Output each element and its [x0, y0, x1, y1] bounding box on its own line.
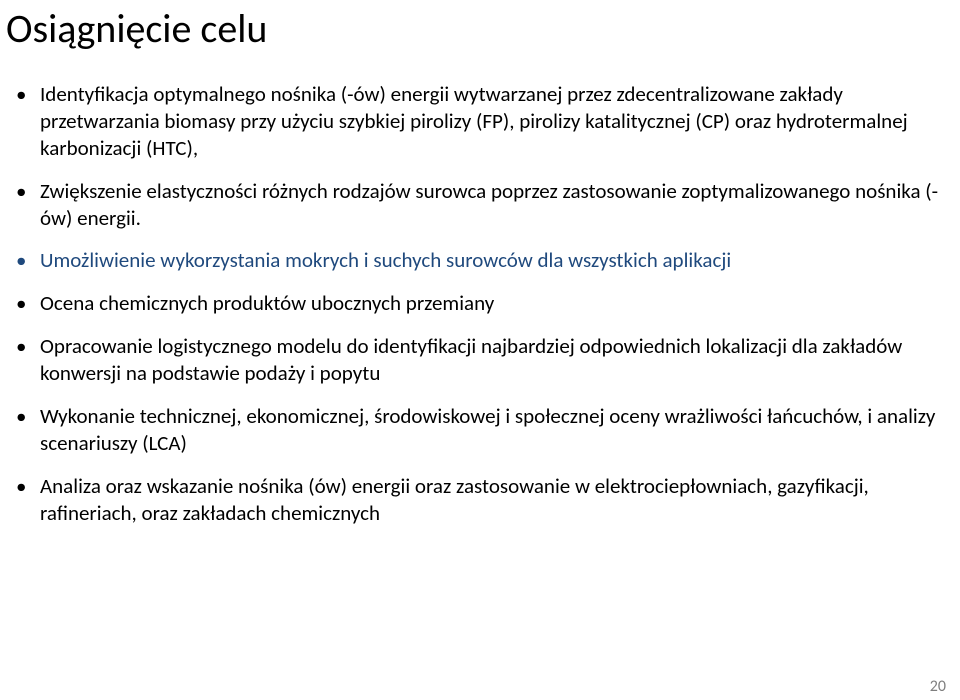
bullet-item: Ocena chemicznych produktów ubocznych pr… — [6, 290, 954, 317]
bullet-item: Opracowanie logistycznego modelu do iden… — [6, 333, 954, 387]
page-number: 20 — [930, 677, 946, 696]
slide-title: Osiągnięcie celu — [6, 4, 954, 53]
bullet-item: Wykonanie technicznej, ekonomicznej, śro… — [6, 403, 954, 457]
slide: Osiągnięcie celu Identyfikacja optymalne… — [0, 4, 960, 700]
bullet-item: Zwiększenie elastyczności różnych rodzaj… — [6, 178, 954, 232]
bullet-item: Identyfikacja optymalnego nośnika (-ów) … — [6, 81, 954, 162]
bullet-item: Umożliwienie wykorzystania mokrych i suc… — [6, 247, 954, 274]
bullet-list: Identyfikacja optymalnego nośnika (-ów) … — [6, 81, 954, 526]
bullet-item: Analiza oraz wskazanie nośnika (ów) ener… — [6, 473, 954, 527]
